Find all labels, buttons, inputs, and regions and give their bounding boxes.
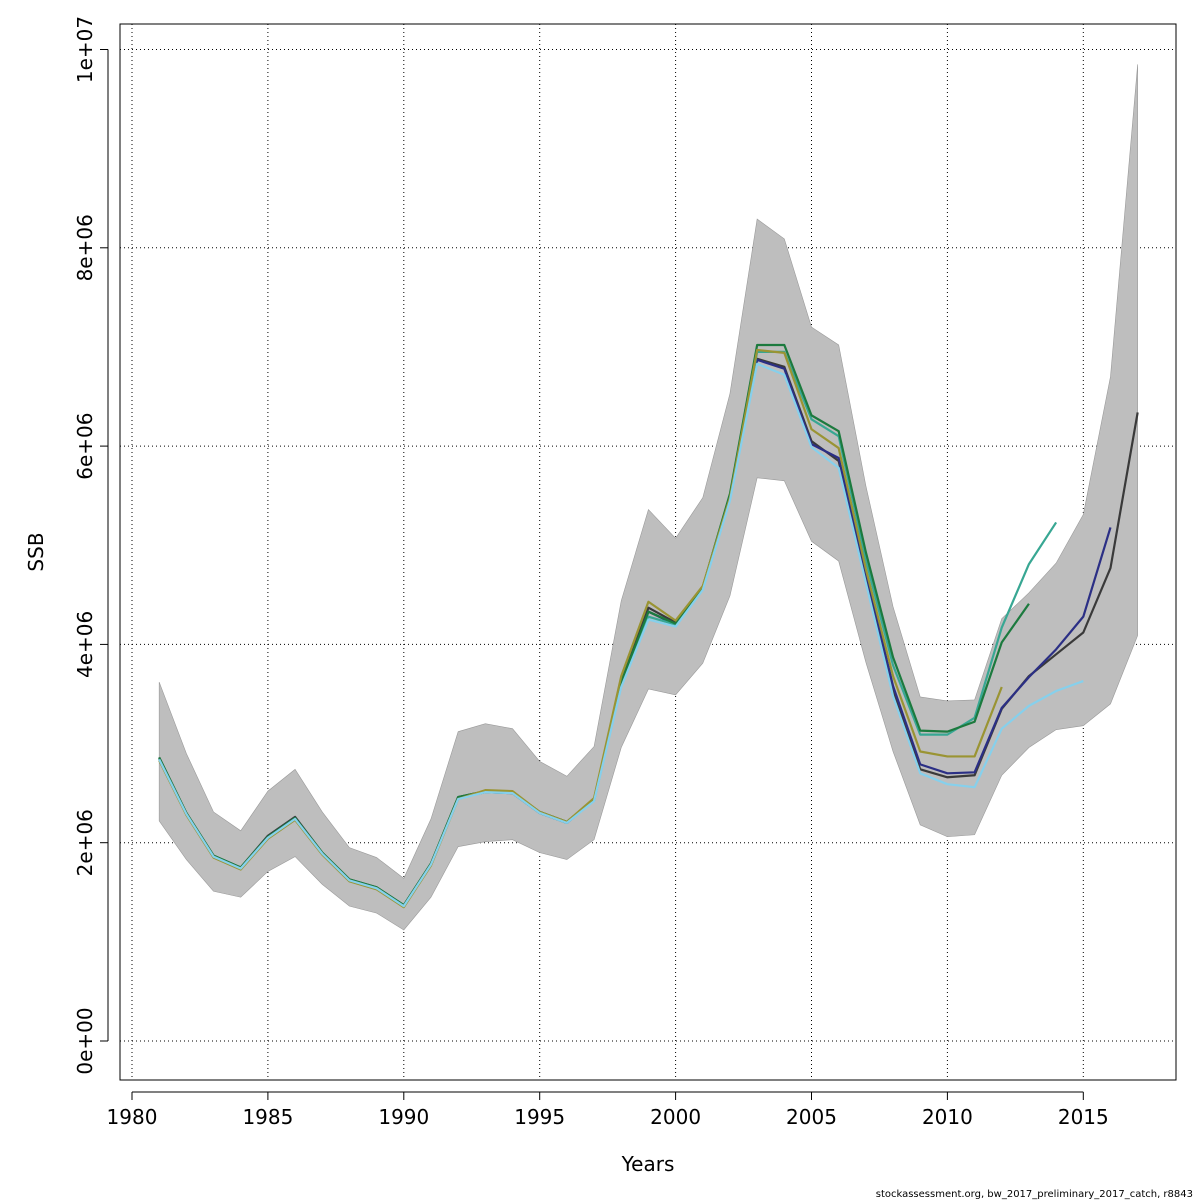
x-tick-label: 2010 (922, 1105, 973, 1129)
y-tick-label: 0e+00 (73, 1007, 97, 1074)
x-tick-label: 1980 (107, 1105, 158, 1129)
series-line-6 (158, 362, 1084, 908)
y-tick-label: 4e+06 (73, 611, 97, 678)
x-tick-label: 2000 (650, 1105, 701, 1129)
y-axis-title: SSB (24, 532, 48, 571)
plot-frame (119, 23, 1177, 1081)
y-tick-label: 8e+06 (73, 214, 97, 281)
series-layer (158, 343, 1139, 909)
y-tick-label: 6e+06 (73, 412, 97, 479)
axis-layer: 1980 1985 1990 1995 2000 2005 2010 2015 0e+00 2e+… (73, 16, 1109, 1129)
confidence-band (158, 64, 1138, 931)
x-axis-title: Years (621, 1152, 675, 1176)
y-tick-label: 2e+06 (73, 809, 97, 876)
x-tick-label: 2015 (1058, 1105, 1109, 1129)
footnote: stockassessment.org, bw_2017_preliminary… (876, 1189, 1193, 1200)
confidence-band-layer (158, 64, 1138, 931)
x-tick-label: 1995 (514, 1105, 565, 1129)
x-tick-label: 2005 (786, 1105, 837, 1129)
x-tick-label: 1990 (378, 1105, 429, 1129)
y-tick-label: 1e+07 (73, 16, 97, 83)
x-tick-label: 1985 (242, 1105, 293, 1129)
